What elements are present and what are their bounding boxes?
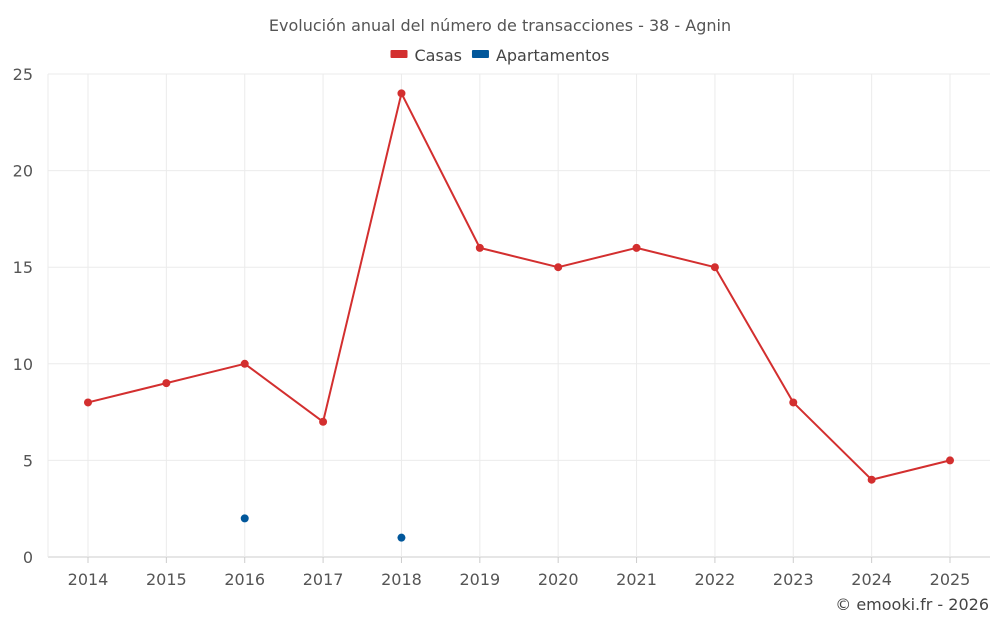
data-point-casas-2020[interactable] bbox=[554, 263, 563, 272]
y-axis: 0 5 10 15 20 25 bbox=[13, 65, 33, 567]
data-point-casas-2021[interactable] bbox=[632, 243, 641, 252]
data-point-apartamentos-2016[interactable] bbox=[240, 514, 249, 523]
data-point-casas-2018[interactable] bbox=[397, 89, 406, 98]
copyright-credit: © emooki.fr - 2026 bbox=[835, 595, 989, 614]
series-line-casas bbox=[87, 92, 951, 481]
legend-label-apartamentos: Apartamentos bbox=[496, 46, 610, 65]
legend[interactable]: Casas Apartamentos bbox=[390, 46, 610, 65]
data-point-casas-2019[interactable] bbox=[475, 243, 484, 252]
y-tick-label: 10 bbox=[13, 355, 33, 374]
data-point-casas-2016[interactable] bbox=[240, 359, 249, 368]
data-point-casas-2022[interactable] bbox=[710, 263, 719, 272]
y-tick-label: 5 bbox=[23, 451, 33, 470]
legend-swatch-casas bbox=[390, 50, 408, 58]
x-tick-label: 2015 bbox=[146, 570, 187, 589]
x-tick-label: 2018 bbox=[381, 570, 422, 589]
x-tick-label: 2024 bbox=[851, 570, 892, 589]
x-tick-label: 2022 bbox=[695, 570, 736, 589]
data-point-casas-2023[interactable] bbox=[789, 398, 798, 407]
legend-label-casas: Casas bbox=[415, 46, 462, 65]
legend-item-apartamentos[interactable]: Apartamentos bbox=[471, 46, 610, 65]
y-tick-label: 0 bbox=[23, 548, 33, 567]
data-point-casas-2024[interactable] bbox=[867, 475, 876, 484]
data-point-casas-2017[interactable] bbox=[319, 417, 328, 426]
x-tick-label: 2021 bbox=[616, 570, 657, 589]
y-tick-label: 20 bbox=[13, 162, 33, 181]
data-point-apartamentos-2018[interactable] bbox=[397, 533, 406, 542]
x-tick-label: 2025 bbox=[930, 570, 971, 589]
legend-swatch-apartamentos bbox=[471, 50, 489, 58]
x-tick-label: 2023 bbox=[773, 570, 814, 589]
series-apartamentos bbox=[240, 514, 406, 542]
series-layer bbox=[84, 89, 954, 542]
x-tick-label: 2016 bbox=[224, 570, 265, 589]
legend-item-casas[interactable]: Casas bbox=[390, 46, 462, 65]
chart-title: Evolución anual del número de transaccio… bbox=[269, 16, 731, 35]
data-point-casas-2025[interactable] bbox=[946, 456, 954, 465]
x-tick-label: 2014 bbox=[68, 570, 109, 589]
x-axis: 2014 2015 2016 2017 2018 2019 2020 2021 2022 2023… bbox=[68, 557, 971, 589]
data-point-casas-2015[interactable] bbox=[162, 379, 171, 388]
y-tick-label: 25 bbox=[13, 65, 33, 84]
x-tick-label: 2020 bbox=[538, 570, 579, 589]
grid-lines bbox=[47, 73, 990, 558]
x-tick-label: 2019 bbox=[459, 570, 500, 589]
y-tick-label: 15 bbox=[13, 258, 33, 277]
series-casas bbox=[84, 89, 954, 484]
data-point-casas-2014[interactable] bbox=[84, 398, 92, 407]
x-tick-label: 2017 bbox=[303, 570, 344, 589]
